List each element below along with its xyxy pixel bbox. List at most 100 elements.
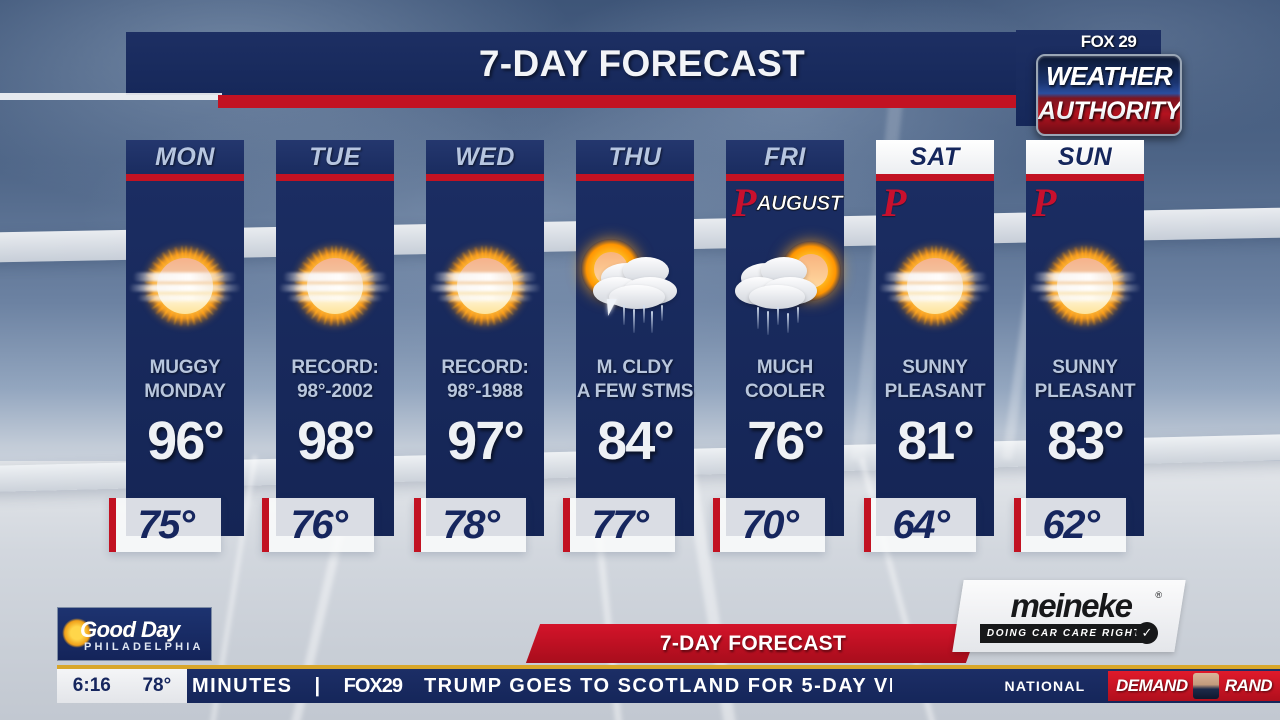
desc-line-2: PLEASANT	[1034, 380, 1136, 402]
high-temperature: 84°	[597, 410, 675, 471]
low-temp-red-bar	[262, 498, 269, 552]
forecast-description: RECORD: 98°-1988	[426, 356, 544, 404]
hazy-sun-icon	[879, 233, 991, 338]
column-rule	[576, 174, 694, 181]
forecast-description: MUGGY MONDAY	[126, 356, 244, 404]
forecast-description: M. CLDY A FEW STMS	[576, 356, 694, 404]
forecast-column-body: P SUNNY PLEASANT 81°	[876, 181, 994, 536]
forecast-description: RECORD: 98°-2002	[276, 356, 394, 404]
forecast-column-sat[interactable]: SAT P SUNNY PLEASANT 81°	[876, 140, 994, 536]
forecast-column-fri[interactable]: FRI PAUGUST MUCH COOLER 76°	[726, 140, 844, 536]
high-temperature: 83°	[1047, 410, 1125, 471]
day-label-fri: FRI	[726, 140, 844, 174]
low-temp-red-bar	[713, 498, 720, 552]
ticker-headline: TRUMP GOES TO SCOTLAND FOR 5-DAY VISIT, …	[423, 674, 892, 697]
low-temperature-box-sat: 64°	[864, 498, 976, 552]
forecast-column-mon[interactable]: MON MUGGY MONDAY 96°	[126, 140, 244, 536]
day-label-thu: THU	[576, 140, 694, 174]
desc-line-2: 98°-1988	[447, 380, 523, 402]
promo-text-left: DEMAND	[1116, 676, 1188, 695]
hazy-sun-icon	[1029, 233, 1141, 338]
show-name: Good Day	[80, 617, 180, 642]
desc-line-1: SUNNY	[902, 357, 968, 378]
day-label-tue: TUE	[276, 140, 394, 174]
forecast-column-tue[interactable]: TUE RECORD: 98°-2002 98°	[276, 140, 394, 536]
sun-storm-icon	[579, 233, 691, 338]
phillies-p-glyph: P	[1032, 180, 1057, 225]
forecast-column-wed[interactable]: WED RECORD: 98°-1988 97°	[426, 140, 544, 536]
good-day-philadelphia-logo: Good Day PHILADELPHIA	[57, 607, 212, 661]
hazy-sun-icon	[129, 233, 241, 338]
forecast-column-body: PAUGUST MUCH COOLER 76°	[726, 181, 844, 536]
ticker-network-logo: FOX29	[343, 674, 403, 697]
low-temperature: 62°	[1042, 502, 1101, 547]
logo-authority-text: AUTHORITY	[1038, 97, 1182, 125]
low-temp-red-bar	[109, 498, 116, 552]
desc-line-1: MUGGY	[149, 357, 221, 378]
phillies-month-label: AUGUST	[756, 192, 843, 215]
low-temperature-box-tue: 76°	[262, 498, 374, 552]
forecast-description: SUNNY PLEASANT	[876, 356, 994, 404]
column-rule	[426, 174, 544, 181]
header-red-accent	[218, 95, 1158, 108]
desc-line-2: PLEASANT	[884, 380, 986, 402]
desc-line-2: 98°-2002	[297, 380, 373, 402]
low-temp-red-bar	[864, 498, 871, 552]
logo-weather-text: WEATHER	[1038, 61, 1180, 92]
high-temperature: 81°	[897, 410, 975, 471]
ticker-time: 6:16	[72, 675, 111, 696]
ticker-prev-fragment: MINUTES	[192, 674, 293, 697]
high-temperature: 98°	[297, 410, 375, 471]
header-white-accent	[0, 93, 222, 100]
desc-line-2: COOLER	[744, 380, 826, 402]
ticker-separator: |	[314, 674, 322, 697]
desc-line-1: SUNNY	[1052, 357, 1118, 378]
desc-line-1: MUCH	[756, 357, 814, 378]
column-rule	[726, 174, 844, 181]
forecast-column-sun[interactable]: SUN P SUNNY PLEASANT 83°	[1026, 140, 1144, 536]
news-ticker: 6:16 78° MINUTES | FOX29 TRUMP GOES TO S…	[0, 665, 1280, 703]
day-label-sat: SAT	[876, 140, 994, 174]
phillies-p-glyph: P	[732, 180, 757, 225]
desc-line-2: A FEW STMS	[576, 380, 694, 402]
high-temperature: 97°	[447, 410, 525, 471]
phillies-p-glyph: P	[882, 180, 907, 225]
fox29-weather-authority-logo: FOX 29 WEATHER AUTHORITY	[1014, 28, 1184, 140]
low-temperature-box-sun: 62°	[1014, 498, 1126, 552]
low-temperature: 70°	[741, 502, 800, 547]
sponsor-logo[interactable]: meineke ® DOING CAR CARE RIGHT ✓	[952, 580, 1186, 652]
forecast-column-body: P SUNNY PLEASANT 83°	[1026, 181, 1144, 536]
show-city: PHILADELPHIA	[84, 641, 204, 653]
low-temperature: 76°	[290, 502, 349, 547]
low-temperature-box-mon: 75°	[109, 498, 221, 552]
storm-sun-icon	[729, 233, 841, 338]
low-temperature-box-fri: 70°	[713, 498, 825, 552]
phillies-logo-icon: PAUGUST	[726, 183, 844, 223]
promo-banner[interactable]: DEMAND RAND	[1108, 671, 1280, 701]
hazy-sun-icon	[279, 233, 391, 338]
ticker-headline-strip[interactable]: MINUTES | FOX29 TRUMP GOES TO SCOTLAND F…	[192, 669, 892, 703]
ticker-background	[57, 669, 1280, 703]
column-rule	[876, 174, 994, 181]
day-label-sun: SUN	[1026, 140, 1144, 174]
low-temperature: 75°	[137, 502, 196, 547]
header-bar: 7-DAY FORECAST	[126, 32, 1158, 95]
logo-network-name: FOX 29	[1080, 32, 1137, 51]
registered-mark: ®	[1155, 590, 1162, 600]
low-temperature: 77°	[591, 502, 650, 547]
phillies-logo-icon: P	[1026, 183, 1144, 223]
day-label-mon: MON	[126, 140, 244, 174]
low-temperature: 78°	[442, 502, 501, 547]
low-temperature-box-wed: 78°	[414, 498, 526, 552]
low-temperature: 64°	[892, 502, 951, 547]
forecast-column-thu[interactable]: THU M. CLDY A FEW STMS	[576, 140, 694, 536]
forecast-column-body: MUGGY MONDAY 96°	[126, 181, 244, 536]
forecast-banner-label: 7-DAY FORECAST	[659, 631, 847, 655]
forecast-column-body: RECORD: 98°-2002 98°	[276, 181, 394, 536]
desc-line-1: RECORD:	[441, 357, 529, 378]
column-rule	[276, 174, 394, 181]
sponsor-tagline: DOING CAR CARE RIGHT	[980, 624, 1148, 643]
sponsor-name: meineke	[1010, 587, 1132, 624]
logo-plate: WEATHER AUTHORITY	[1036, 54, 1182, 136]
